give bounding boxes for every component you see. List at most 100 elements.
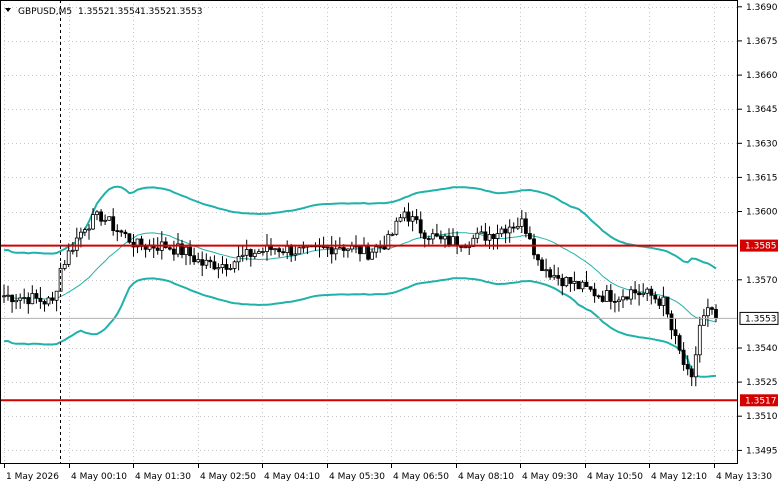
candle-body — [487, 233, 492, 241]
candle-body — [18, 297, 23, 301]
price-axis: 1.3690 1.3675 1.3660 1.3645 1.3630 1.3615 1.36… — [738, 3, 779, 456]
candle-body — [301, 246, 306, 249]
x-tick-label: 4 May 04:10 — [264, 472, 320, 482]
candle-body — [358, 245, 362, 255]
candle-body — [337, 247, 342, 250]
candle-body — [188, 246, 193, 257]
candle-body — [511, 226, 516, 229]
candle-body — [588, 286, 593, 290]
ohlc-close: 1.3553 — [171, 7, 203, 17]
plot-frame — [0, 0, 738, 464]
candle-body — [95, 211, 99, 215]
candle-body — [50, 297, 55, 301]
candle-body — [706, 307, 710, 317]
candle-body — [293, 253, 298, 256]
candle-body — [479, 231, 484, 234]
candle-body — [495, 233, 500, 239]
candle-body — [99, 211, 103, 222]
candle-body — [685, 364, 690, 370]
candle-body — [127, 233, 132, 243]
candle-body — [576, 280, 581, 290]
candle-body — [564, 276, 569, 287]
candle-body — [673, 329, 678, 336]
candle-body — [702, 315, 706, 326]
candle-body — [333, 248, 338, 255]
candle-body — [572, 280, 577, 284]
candle-body — [580, 281, 585, 290]
candle-body — [697, 324, 702, 356]
candle-body — [600, 295, 605, 302]
candle-body — [240, 254, 245, 257]
candle-body — [681, 349, 686, 365]
dropdown-triangle-icon[interactable] — [5, 8, 11, 12]
candle-body — [289, 245, 294, 256]
candle-body — [277, 248, 282, 253]
candle-body — [374, 246, 379, 253]
candle-body — [613, 300, 617, 303]
grid-lines — [0, 0, 738, 464]
candle-body — [252, 252, 257, 257]
candle-body — [519, 218, 524, 227]
candle-body — [14, 299, 19, 303]
y-tick-label: 1.3645 — [746, 105, 778, 115]
candle-body — [475, 232, 480, 239]
candle-body — [536, 254, 540, 261]
candle-body — [625, 296, 629, 300]
candle-body — [87, 228, 91, 231]
candle-body — [649, 288, 654, 296]
candle-body — [212, 261, 217, 270]
candle-body — [528, 233, 532, 240]
candle-body — [426, 238, 431, 240]
candle-body — [507, 226, 512, 234]
candle-body — [123, 231, 128, 235]
candle-body — [180, 243, 184, 255]
candle-body — [329, 247, 334, 255]
candle-body — [143, 245, 148, 250]
candle-body — [669, 313, 674, 331]
candle-body — [560, 277, 565, 287]
candle-body — [386, 233, 391, 250]
candle-body — [204, 259, 209, 266]
candle-body — [629, 289, 633, 300]
candle-body — [693, 354, 698, 378]
candle-body — [402, 211, 407, 219]
candle-body — [410, 216, 415, 222]
candle-body — [184, 246, 188, 255]
candle-body — [34, 293, 39, 299]
candle-body — [155, 247, 160, 251]
candle-body — [677, 335, 682, 351]
candle-body — [111, 216, 116, 231]
candle-body — [503, 228, 508, 234]
bollinger-lower-line — [3, 277, 717, 378]
candle-body — [341, 247, 346, 251]
candle-body — [79, 231, 83, 239]
candle-body — [26, 297, 31, 305]
candle-body — [256, 251, 261, 254]
candle-body — [345, 248, 350, 251]
candle-body — [443, 235, 447, 240]
candle-body — [406, 211, 411, 222]
candle-body — [236, 256, 241, 263]
candle-body — [657, 298, 662, 306]
candle-body — [633, 289, 637, 294]
price-levels — [0, 244, 738, 402]
candle-body — [176, 243, 180, 255]
time-axis: 1 May 2026 4 May 00:10 4 May 01:30 4 May 02… — [4, 464, 772, 482]
candle-body — [653, 294, 658, 300]
x-tick-label: 4 May 02:50 — [200, 472, 256, 482]
candle-body — [608, 290, 613, 302]
candle-body — [617, 299, 621, 303]
candle-body — [422, 232, 427, 239]
candle-body — [621, 296, 625, 301]
candle-body — [552, 275, 557, 278]
x-tick-label: 4 May 09:30 — [522, 472, 578, 482]
candle-body — [366, 244, 371, 260]
candle-body — [6, 294, 10, 297]
x-tick-label: 4 May 06:50 — [393, 472, 449, 482]
candle-body — [710, 307, 714, 310]
candle-body — [115, 230, 120, 233]
x-tick-label: 4 May 10:50 — [587, 472, 643, 482]
candle-body — [447, 235, 451, 246]
candle-body — [378, 246, 383, 248]
